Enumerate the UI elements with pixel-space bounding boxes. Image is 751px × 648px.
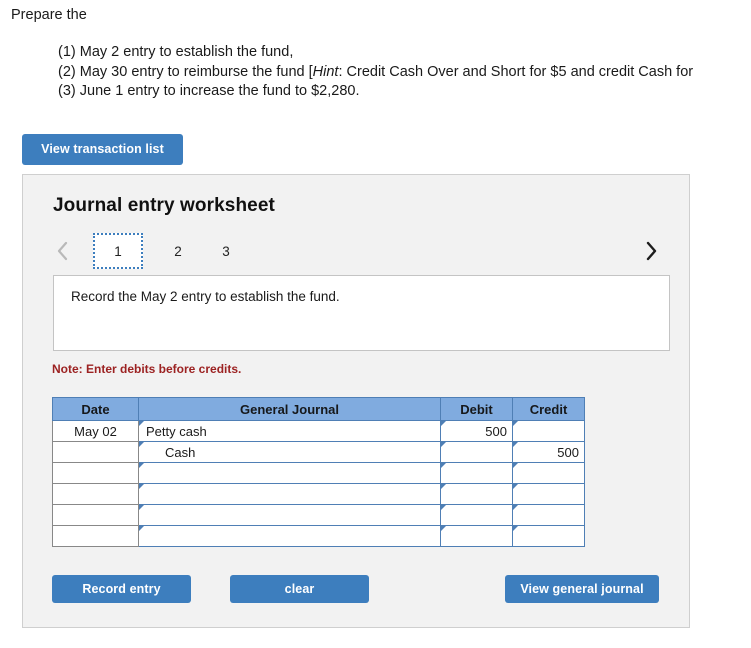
- credit-value: 500: [557, 444, 579, 460]
- record-entry-button[interactable]: Record entry: [52, 575, 191, 603]
- date-cell[interactable]: [52, 504, 139, 526]
- account-cell[interactable]: [138, 525, 441, 547]
- table-row: [52, 525, 585, 547]
- chevron-left-icon[interactable]: [49, 231, 77, 271]
- dropdown-corner-icon: [139, 526, 144, 531]
- credit-cell[interactable]: [512, 483, 585, 505]
- dropdown-corner-icon: [441, 421, 446, 426]
- prompt-item-2-prefix: (2) May 30 entry to reimburse the fund [: [58, 63, 313, 80]
- chevron-right-icon[interactable]: [637, 231, 665, 271]
- account-cell[interactable]: Petty cash: [138, 420, 441, 442]
- dropdown-corner-icon: [139, 463, 144, 468]
- clear-button[interactable]: clear: [230, 575, 369, 603]
- debits-before-credits-note: Note: Enter debits before credits.: [52, 362, 242, 376]
- worksheet-tab-2[interactable]: 2: [159, 233, 197, 269]
- credit-cell[interactable]: [512, 420, 585, 442]
- debit-value: 500: [485, 423, 507, 439]
- column-header-credit: Credit: [512, 397, 585, 421]
- dropdown-corner-icon: [441, 505, 446, 510]
- date-cell[interactable]: May 02: [52, 420, 139, 442]
- dropdown-corner-icon: [139, 505, 144, 510]
- view-general-journal-button[interactable]: View general journal: [505, 575, 659, 603]
- account-value: Cash: [165, 444, 196, 460]
- account-value: Petty cash: [146, 423, 207, 439]
- dropdown-corner-icon: [513, 442, 518, 447]
- dropdown-corner-icon: [139, 442, 144, 447]
- credit-cell[interactable]: 500: [512, 441, 585, 463]
- account-cell[interactable]: [138, 462, 441, 484]
- date-cell[interactable]: [52, 441, 139, 463]
- credit-cell[interactable]: [512, 462, 585, 484]
- dropdown-corner-icon: [139, 484, 144, 489]
- table-row: [52, 504, 585, 526]
- worksheet-tab-1-label: 1: [114, 243, 122, 259]
- table-row: [52, 462, 585, 484]
- credit-cell[interactable]: [512, 525, 585, 547]
- date-cell[interactable]: [52, 525, 139, 547]
- prompt-lead: Prepare the: [11, 7, 87, 23]
- view-transaction-list-button[interactable]: View transaction list: [22, 134, 183, 165]
- journal-entry-table: Date General Journal Debit Credit May 02…: [52, 397, 585, 547]
- column-header-general-journal: General Journal: [138, 397, 441, 421]
- worksheet-title: Journal entry worksheet: [53, 195, 275, 216]
- debit-cell[interactable]: [440, 504, 513, 526]
- journal-entry-worksheet-card: Journal entry worksheet 1 2 3 Record the…: [22, 174, 690, 628]
- prompt-list: (1) May 2 entry to establish the fund, (…: [58, 43, 693, 102]
- dropdown-corner-icon: [441, 526, 446, 531]
- prompt-item-2: (2) May 30 entry to reimburse the fund […: [58, 63, 693, 83]
- table-row: Cash 500: [52, 441, 585, 463]
- worksheet-tab-3[interactable]: 3: [207, 233, 245, 269]
- column-header-date: Date: [52, 397, 139, 421]
- worksheet-tab-2-label: 2: [174, 243, 182, 259]
- dropdown-corner-icon: [513, 484, 518, 489]
- debit-cell[interactable]: [440, 462, 513, 484]
- dropdown-corner-icon: [441, 463, 446, 468]
- prompt-item-1: (1) May 2 entry to establish the fund,: [58, 44, 294, 60]
- account-cell[interactable]: [138, 504, 441, 526]
- dropdown-corner-icon: [441, 484, 446, 489]
- dropdown-corner-icon: [513, 463, 518, 468]
- dropdown-corner-icon: [513, 421, 518, 426]
- instruction-panel: Record the May 2 entry to establish the …: [53, 275, 670, 351]
- worksheet-tab-3-label: 3: [222, 243, 230, 259]
- debit-cell[interactable]: [440, 483, 513, 505]
- credit-cell[interactable]: [512, 504, 585, 526]
- account-cell[interactable]: Cash: [138, 441, 441, 463]
- date-cell[interactable]: [52, 483, 139, 505]
- date-cell[interactable]: [52, 462, 139, 484]
- debit-cell[interactable]: [440, 441, 513, 463]
- table-header-row: Date General Journal Debit Credit: [52, 397, 585, 421]
- dropdown-corner-icon: [513, 526, 518, 531]
- prompt-item-2-suffix: : Credit Cash Over and Short for $5 and …: [338, 63, 694, 80]
- dropdown-corner-icon: [441, 442, 446, 447]
- dropdown-corner-icon: [139, 421, 144, 426]
- prompt-item-3: (3) June 1 entry to increase the fund to…: [58, 83, 360, 99]
- table-row: May 02 Petty cash 500: [52, 420, 585, 442]
- table-row: [52, 483, 585, 505]
- account-cell[interactable]: [138, 483, 441, 505]
- column-header-debit: Debit: [440, 397, 513, 421]
- dropdown-corner-icon: [513, 505, 518, 510]
- debit-cell[interactable]: [440, 525, 513, 547]
- debit-cell[interactable]: 500: [440, 420, 513, 442]
- prompt-item-2-hint: Hint: [312, 63, 339, 80]
- worksheet-pager: 1 2 3: [49, 231, 665, 271]
- instruction-text: Record the May 2 entry to establish the …: [71, 289, 340, 304]
- worksheet-tab-1[interactable]: 1: [93, 233, 143, 269]
